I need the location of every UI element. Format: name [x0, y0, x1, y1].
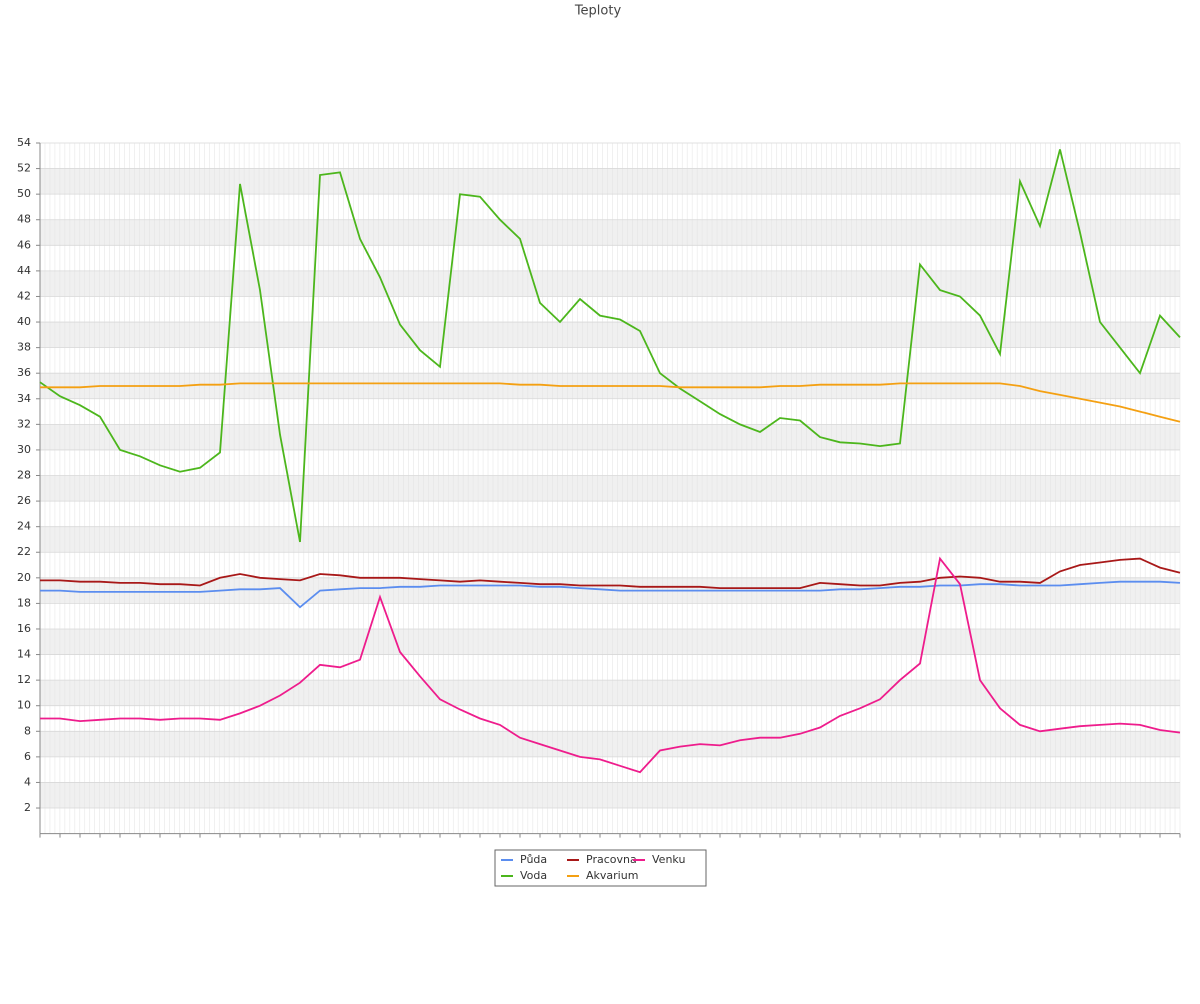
series-line — [40, 556, 1181, 774]
grid-band — [40, 219, 1180, 246]
grid-band — [40, 628, 1180, 655]
y-tick-label: 22 — [17, 545, 31, 558]
grid-band — [40, 475, 1180, 502]
series-line — [40, 580, 1181, 609]
y-tick-label: 50 — [17, 187, 31, 200]
grid-band — [40, 168, 1180, 195]
y-tick-label: 36 — [17, 366, 31, 379]
y-tick-label: 18 — [17, 596, 31, 609]
series-line — [40, 382, 1181, 423]
legend-label: Voda — [520, 869, 547, 882]
y-tick-label: 54 — [17, 136, 31, 149]
y-tick-label: 26 — [17, 494, 31, 507]
y-tick-label: 10 — [17, 699, 31, 712]
y-tick-label: 2 — [24, 801, 31, 814]
grid-band — [40, 680, 1180, 706]
y-tick-label: 44 — [17, 264, 31, 277]
legend-label: Půda — [520, 853, 547, 866]
series-line — [39, 149, 1181, 543]
y-tick-label: 28 — [17, 469, 31, 482]
y-tick-label: 38 — [17, 341, 31, 354]
grid-band — [40, 424, 1180, 450]
y-tick-label: 32 — [17, 417, 31, 430]
legend-box — [494, 849, 707, 887]
y-tick-label: 12 — [17, 673, 31, 686]
grid-band — [40, 782, 1180, 809]
y-tick-label: 16 — [17, 622, 31, 635]
grid-band — [40, 526, 1180, 553]
chart-title: Teploty — [574, 4, 622, 19]
y-tick-label: 52 — [17, 162, 31, 175]
y-tick-label: 34 — [17, 392, 31, 405]
grid-band — [40, 731, 1180, 757]
y-tick-label: 4 — [24, 775, 31, 788]
legend-label: Venku — [652, 853, 685, 866]
y-tick-label: 30 — [17, 443, 31, 456]
y-tick-label: 14 — [17, 648, 31, 661]
y-tick-label: 8 — [24, 724, 31, 737]
grid-band — [40, 270, 1180, 297]
grid-band — [40, 322, 1180, 348]
legend-label: Akvarium — [586, 869, 638, 882]
series-line — [40, 557, 1181, 589]
y-tick-label: 24 — [17, 520, 31, 533]
y-tick-label: 46 — [17, 238, 31, 251]
y-tick-label: 42 — [17, 289, 31, 302]
y-tick-label: 20 — [17, 571, 31, 584]
y-tick-label: 48 — [17, 213, 31, 226]
y-tick-label: 6 — [24, 750, 31, 763]
legend-label: Pracovna — [586, 853, 637, 866]
y-tick-label: 40 — [17, 315, 31, 328]
